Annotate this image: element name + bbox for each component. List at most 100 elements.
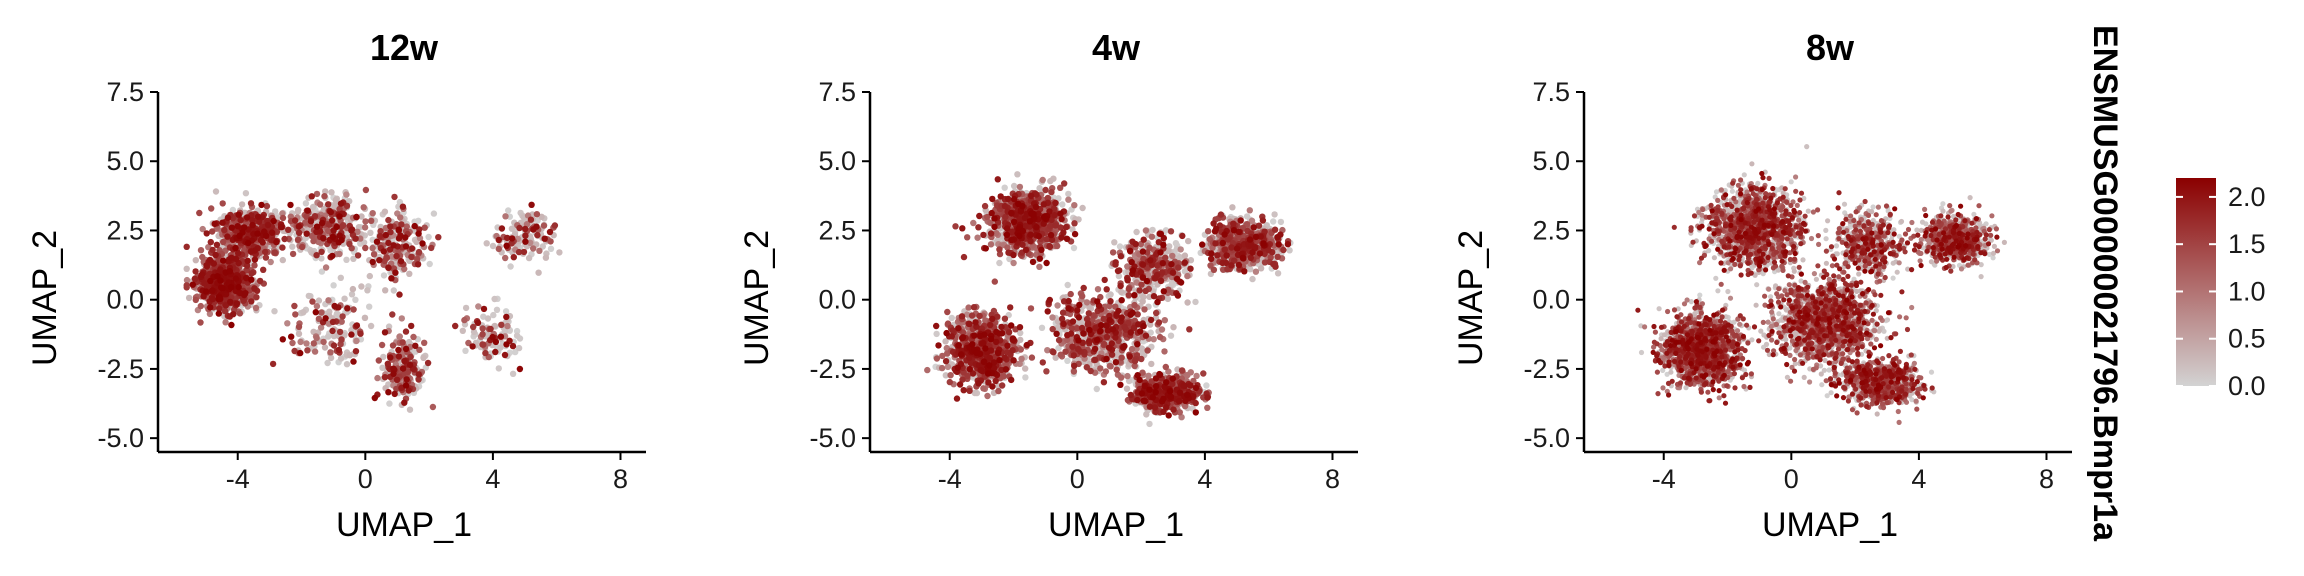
scatter-point	[279, 256, 286, 264]
scatter-point	[516, 365, 524, 373]
scatter-point	[984, 392, 991, 400]
scatter-point	[1010, 259, 1017, 267]
scatter-point	[1148, 360, 1155, 368]
scatter-point	[330, 282, 337, 289]
scatter-point	[271, 308, 278, 315]
scatter-point	[338, 236, 345, 244]
scatter-point	[236, 310, 244, 317]
scatter-point	[1246, 207, 1254, 214]
scatter-point	[320, 235, 327, 242]
scatter-point	[408, 253, 415, 261]
scatter-point	[974, 234, 981, 241]
scatter-point	[368, 217, 375, 224]
scatter-point	[189, 281, 196, 288]
scatter-point	[392, 269, 399, 276]
scatter-point	[198, 271, 206, 278]
scatter-point	[291, 302, 298, 310]
scatter-point	[375, 357, 382, 364]
scatter-point	[262, 254, 270, 261]
scatter-point	[313, 252, 320, 259]
scatter-point	[1059, 201, 1066, 208]
scatter-point	[1093, 385, 1101, 393]
scatter-point	[228, 321, 235, 329]
scatter-point	[329, 252, 336, 260]
scatter-point	[209, 228, 216, 235]
scatter-point	[402, 345, 410, 353]
scatter-point	[1141, 306, 1148, 313]
scatter-point	[369, 258, 376, 266]
scatter-point	[251, 262, 258, 269]
scatter-point	[430, 210, 438, 217]
y-tick-label: -5.0	[97, 423, 144, 453]
scatter-point	[410, 333, 417, 341]
scatter-point	[507, 263, 514, 270]
panel-12w: 12w -4 0 4 8-5.0-2.50.02.55.07.5 UMAP_1 UMA…	[26, 27, 646, 544]
scatter-point	[380, 248, 387, 255]
scatter-point	[402, 234, 409, 241]
scatter-point	[291, 347, 298, 355]
scatter-point	[299, 243, 306, 251]
scatter-point	[1107, 291, 1114, 298]
scatter-point	[366, 303, 373, 310]
scatter-point	[480, 305, 488, 313]
scatter-point	[393, 376, 401, 383]
scatter-point	[304, 347, 311, 354]
scatter-point	[253, 294, 260, 301]
scatter-point	[335, 346, 343, 354]
scatter-point	[390, 242, 397, 249]
scatter-point	[421, 224, 428, 231]
scatter-point	[260, 266, 267, 273]
scatter-point	[509, 370, 517, 377]
scatter-point	[336, 250, 343, 258]
scatter-point	[386, 400, 393, 407]
scatter-point	[350, 306, 357, 313]
scatter-point	[381, 329, 389, 336]
scatter-point	[295, 330, 303, 337]
scatter-point	[493, 306, 501, 313]
scatter-point	[327, 208, 334, 216]
scatter-point	[508, 235, 516, 242]
scatter-point	[264, 221, 272, 229]
scatter-point	[397, 214, 404, 221]
scatter-point	[242, 290, 249, 297]
scatter-point	[495, 245, 502, 253]
scatter-point	[1143, 411, 1150, 418]
y-tick-label: 2.5	[106, 215, 144, 245]
scatter-point	[1148, 233, 1156, 240]
scatter-point	[232, 244, 239, 252]
scatter-point	[227, 284, 235, 291]
scatter-point	[294, 236, 302, 243]
scatter-point	[277, 224, 285, 231]
scatter-point	[505, 207, 512, 214]
scatter-point	[525, 254, 533, 262]
scatter-point	[331, 302, 338, 310]
scatter-point	[1102, 368, 1110, 375]
scatter-point	[337, 200, 345, 207]
scatter-point	[1139, 298, 1146, 305]
scatter-point	[295, 223, 302, 230]
scatter-point	[353, 337, 360, 345]
scatter-point	[387, 354, 394, 361]
scatter-point	[1018, 355, 1025, 362]
scatter-point	[412, 342, 419, 349]
scatter-point	[398, 315, 405, 322]
scatter-point	[357, 330, 364, 337]
scatter-point	[242, 190, 250, 197]
scatter-point	[284, 320, 291, 327]
scatter-point	[1118, 374, 1125, 381]
scatter-point	[303, 340, 310, 347]
scatter-point	[1094, 286, 1102, 293]
scatter-point	[325, 201, 332, 208]
scatter-point	[318, 268, 326, 275]
scatter-point	[362, 244, 369, 252]
scatter-point	[366, 272, 373, 280]
scatter-point	[321, 193, 328, 200]
x-tick-label: -4	[226, 464, 250, 494]
scatter-point	[370, 251, 378, 258]
scatter-point	[435, 234, 442, 241]
scatter-point	[924, 366, 931, 374]
scatter-point	[192, 268, 199, 275]
scatter-point	[203, 230, 210, 237]
scatter-point	[1079, 204, 1086, 212]
scatter-point	[415, 248, 423, 256]
